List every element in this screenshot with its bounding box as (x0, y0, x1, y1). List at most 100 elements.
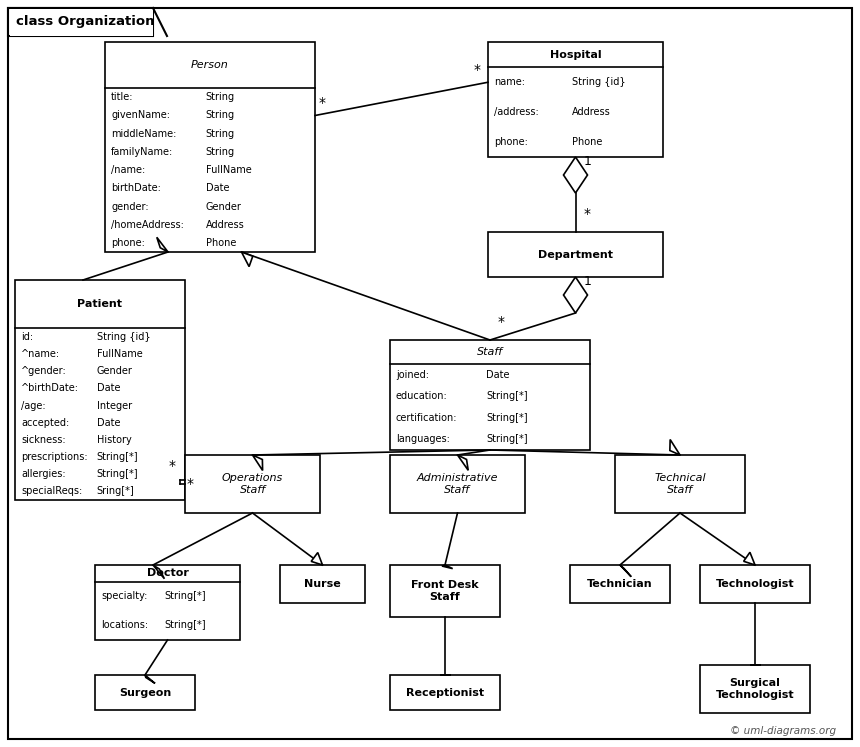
Text: Technologist: Technologist (716, 579, 795, 589)
Polygon shape (311, 553, 322, 565)
Text: String[*]: String[*] (164, 591, 206, 601)
Text: Doctor: Doctor (146, 568, 188, 578)
Bar (95, 675, 195, 710)
Text: languages:: languages: (396, 434, 450, 444)
Text: /age:: /age: (21, 400, 46, 411)
Text: Front Desk: Front Desk (411, 580, 479, 590)
Text: String[*]: String[*] (486, 434, 528, 444)
Text: Date: Date (206, 183, 230, 193)
Text: Staff: Staff (477, 347, 503, 357)
Text: String[*]: String[*] (164, 620, 206, 630)
Text: joined:: joined: (396, 370, 429, 380)
Bar (390, 455, 525, 513)
Text: History: History (96, 435, 132, 445)
Polygon shape (620, 565, 631, 577)
Bar (390, 565, 500, 617)
Text: Staff: Staff (430, 592, 460, 602)
Text: String[*]: String[*] (96, 452, 138, 462)
Bar (488, 42, 663, 157)
Text: phone:: phone: (494, 137, 528, 147)
Text: accepted:: accepted: (21, 418, 70, 428)
Bar (700, 665, 810, 713)
Text: givenName:: givenName: (111, 111, 170, 120)
Text: Receptionist: Receptionist (406, 687, 484, 698)
Text: *: * (169, 459, 176, 473)
Polygon shape (253, 455, 262, 471)
Bar (570, 565, 670, 603)
Text: Technical: Technical (654, 473, 706, 483)
Polygon shape (157, 238, 168, 252)
Text: ^name:: ^name: (21, 349, 60, 359)
Text: certification:: certification: (396, 413, 458, 423)
Text: Date: Date (96, 418, 120, 428)
Bar (185, 455, 320, 513)
Text: allergies:: allergies: (21, 469, 65, 480)
Polygon shape (458, 455, 468, 471)
Text: String {id}: String {id} (96, 332, 150, 342)
Text: Address: Address (572, 107, 611, 117)
Polygon shape (670, 439, 680, 455)
Polygon shape (242, 252, 253, 267)
Bar (488, 232, 663, 277)
Text: ^birthDate:: ^birthDate: (21, 383, 79, 394)
Text: Staff: Staff (667, 485, 693, 495)
Text: *: * (474, 63, 481, 77)
Text: Surgical: Surgical (729, 678, 780, 688)
Text: String: String (206, 147, 235, 157)
Text: Hospital: Hospital (550, 49, 601, 60)
Text: sickness:: sickness: (21, 435, 65, 445)
Text: Date: Date (486, 370, 509, 380)
Text: class Organization: class Organization (16, 16, 155, 28)
Text: title:: title: (111, 93, 133, 102)
Text: String: String (206, 111, 235, 120)
Text: Phone: Phone (206, 238, 237, 248)
Text: Person: Person (191, 60, 229, 70)
Text: Staff: Staff (445, 485, 470, 495)
Text: Staff: Staff (239, 485, 266, 495)
Text: *: * (319, 96, 326, 111)
Text: String: String (206, 128, 235, 139)
Bar (615, 455, 745, 513)
Polygon shape (145, 675, 155, 684)
Text: Address: Address (206, 220, 244, 229)
Polygon shape (744, 552, 755, 565)
Bar (390, 340, 590, 450)
Text: Department: Department (538, 249, 613, 259)
Text: 1: 1 (583, 275, 592, 288)
Text: String {id}: String {id} (572, 77, 625, 87)
Text: education:: education: (396, 391, 448, 401)
Polygon shape (153, 565, 164, 579)
Bar (390, 675, 500, 710)
Text: String: String (206, 93, 235, 102)
Bar (280, 565, 365, 603)
Text: Gender: Gender (96, 366, 132, 376)
Text: Technician: Technician (587, 579, 653, 589)
Text: *: * (583, 207, 591, 221)
Text: Date: Date (96, 383, 120, 394)
Text: String[*]: String[*] (96, 469, 138, 480)
Text: gender:: gender: (111, 202, 149, 211)
Text: Gender: Gender (206, 202, 242, 211)
Text: prescriptions:: prescriptions: (21, 452, 88, 462)
Text: 1: 1 (583, 155, 592, 168)
Text: birthDate:: birthDate: (111, 183, 161, 193)
Polygon shape (563, 157, 587, 193)
Polygon shape (442, 565, 452, 568)
Text: phone:: phone: (111, 238, 144, 248)
Text: Integer: Integer (96, 400, 132, 411)
Bar (700, 565, 810, 603)
Text: specialReqs:: specialReqs: (21, 486, 83, 497)
Text: © uml-diagrams.org: © uml-diagrams.org (730, 726, 836, 736)
Bar (95, 565, 240, 640)
Text: Patient: Patient (77, 300, 122, 309)
Text: /address:: /address: (494, 107, 538, 117)
Text: *: * (498, 315, 505, 329)
Text: *: * (187, 477, 194, 491)
Text: String[*]: String[*] (486, 413, 528, 423)
Text: Operations: Operations (222, 473, 283, 483)
Text: name:: name: (494, 77, 525, 87)
Bar (105, 42, 315, 252)
Text: locations:: locations: (101, 620, 148, 630)
Text: FullName: FullName (206, 165, 251, 175)
Text: String[*]: String[*] (486, 391, 528, 401)
